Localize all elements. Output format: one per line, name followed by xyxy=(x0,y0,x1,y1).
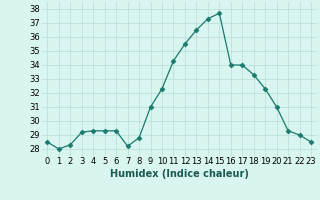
X-axis label: Humidex (Indice chaleur): Humidex (Indice chaleur) xyxy=(110,169,249,179)
